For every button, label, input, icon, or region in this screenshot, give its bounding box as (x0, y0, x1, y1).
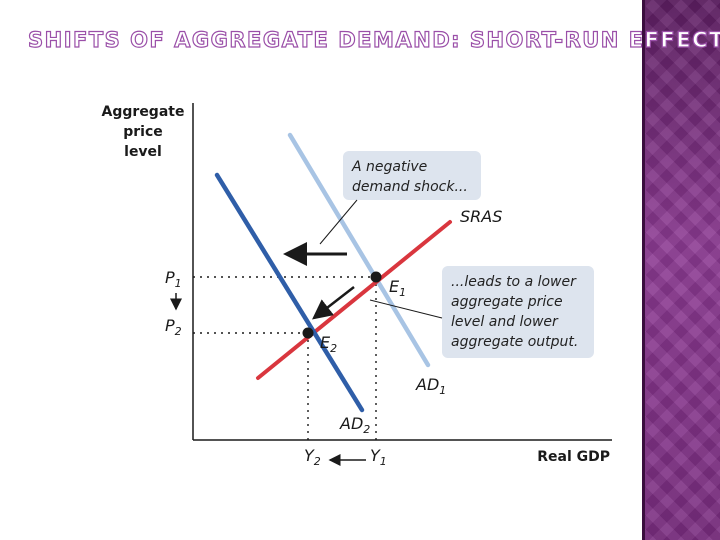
ad2-label-text: AD (339, 414, 363, 433)
ad1-label-text: AD (415, 375, 439, 394)
result-callout-leader (369, 299, 443, 319)
y-axis-title-line3: level (124, 144, 162, 160)
side-band-edge (642, 0, 645, 540)
result-callout-line1: ...leads to a lower (451, 274, 577, 290)
ad2-label-sub: 2 (363, 423, 370, 436)
shock-callout-box (343, 151, 481, 200)
p1-label-text: P (165, 268, 175, 287)
y-axis-title-line1: Aggregate (102, 104, 185, 120)
sras-label: SRAS (460, 207, 502, 226)
y2-label-sub: 2 (314, 455, 321, 468)
result-callout-line2: aggregate price (451, 294, 563, 310)
slide-title: SHIFTS OF AGGREGATE DEMAND: SHORT-RUN EF… (27, 27, 720, 52)
p2-label: P2 (165, 316, 182, 338)
p2-label-sub: 2 (175, 325, 182, 338)
e2-label-sub: 2 (330, 342, 337, 355)
sras-curve (256, 220, 452, 380)
y2-label: Y2 (304, 446, 321, 468)
p1-label-sub: 1 (175, 277, 182, 290)
e1-point (370, 271, 382, 283)
y-axis-title-line2: price (123, 124, 163, 140)
e2-label: E2 (320, 333, 337, 355)
decorative-side-band (642, 0, 720, 540)
ad1-label-sub: 1 (439, 384, 446, 397)
e1-label-sub: 1 (399, 286, 406, 299)
shock-callout-leader (319, 199, 358, 245)
equilibrium-move-arrow (312, 286, 355, 320)
shock-callout-line2: demand shock... (352, 179, 468, 195)
ad2-label: AD2 (339, 414, 370, 436)
p1-label: P1 (165, 268, 182, 290)
result-callout-box (442, 266, 594, 358)
ad1-curve (287, 132, 431, 368)
ad1-label: AD1 (415, 375, 446, 397)
p2-label-text: P (165, 316, 175, 335)
y2-label-text: Y (304, 446, 315, 465)
e2-point (302, 327, 314, 339)
e1-label-text: E (389, 277, 400, 296)
ad2-curve (214, 172, 365, 413)
x-axis-title: Real GDP (537, 449, 610, 465)
y1-label-text: Y (370, 446, 381, 465)
e2-label-text: E (320, 333, 331, 352)
y1-label-sub: 1 (380, 455, 387, 468)
result-callout-line4: aggregate output. (451, 334, 578, 350)
shock-callout-line1: A negative (351, 159, 427, 175)
e1-label: E1 (389, 277, 406, 299)
y1-label: Y1 (370, 446, 387, 468)
result-callout-line3: level and lower (451, 314, 559, 330)
